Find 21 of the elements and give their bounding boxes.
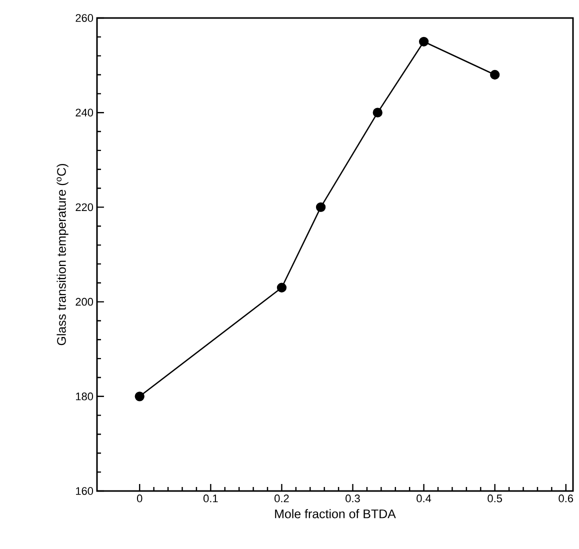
x-tick-label: 0.3 bbox=[346, 494, 360, 502]
y-tick-label: 160 bbox=[76, 487, 94, 495]
point bbox=[276, 282, 287, 292]
y-tick-label: 180 bbox=[76, 392, 94, 400]
y-tick-label: 200 bbox=[76, 298, 94, 306]
x-tick-label: 0.2 bbox=[274, 494, 289, 502]
point bbox=[418, 36, 429, 46]
y-tick-label: 220 bbox=[76, 203, 94, 212]
point bbox=[490, 70, 500, 80]
point bbox=[134, 392, 144, 402]
x-axis-title: Mole fraction of BTDA bbox=[275, 509, 396, 518]
y-tick-label: 240 bbox=[76, 108, 94, 116]
x-tick-label: 0.1 bbox=[203, 494, 218, 502]
x-tick-label: 0.4 bbox=[416, 494, 432, 502]
y-axis-title: Glass transition temperature ($^{o}$C) bbox=[56, 164, 68, 346]
x-tick-label: 0.6 bbox=[558, 494, 574, 502]
point bbox=[372, 108, 382, 118]
x-tick-label: 0 bbox=[137, 494, 142, 502]
y-tick-label: 260 bbox=[76, 14, 94, 22]
point bbox=[316, 202, 326, 212]
x-tick-label: 0.5 bbox=[488, 494, 502, 502]
